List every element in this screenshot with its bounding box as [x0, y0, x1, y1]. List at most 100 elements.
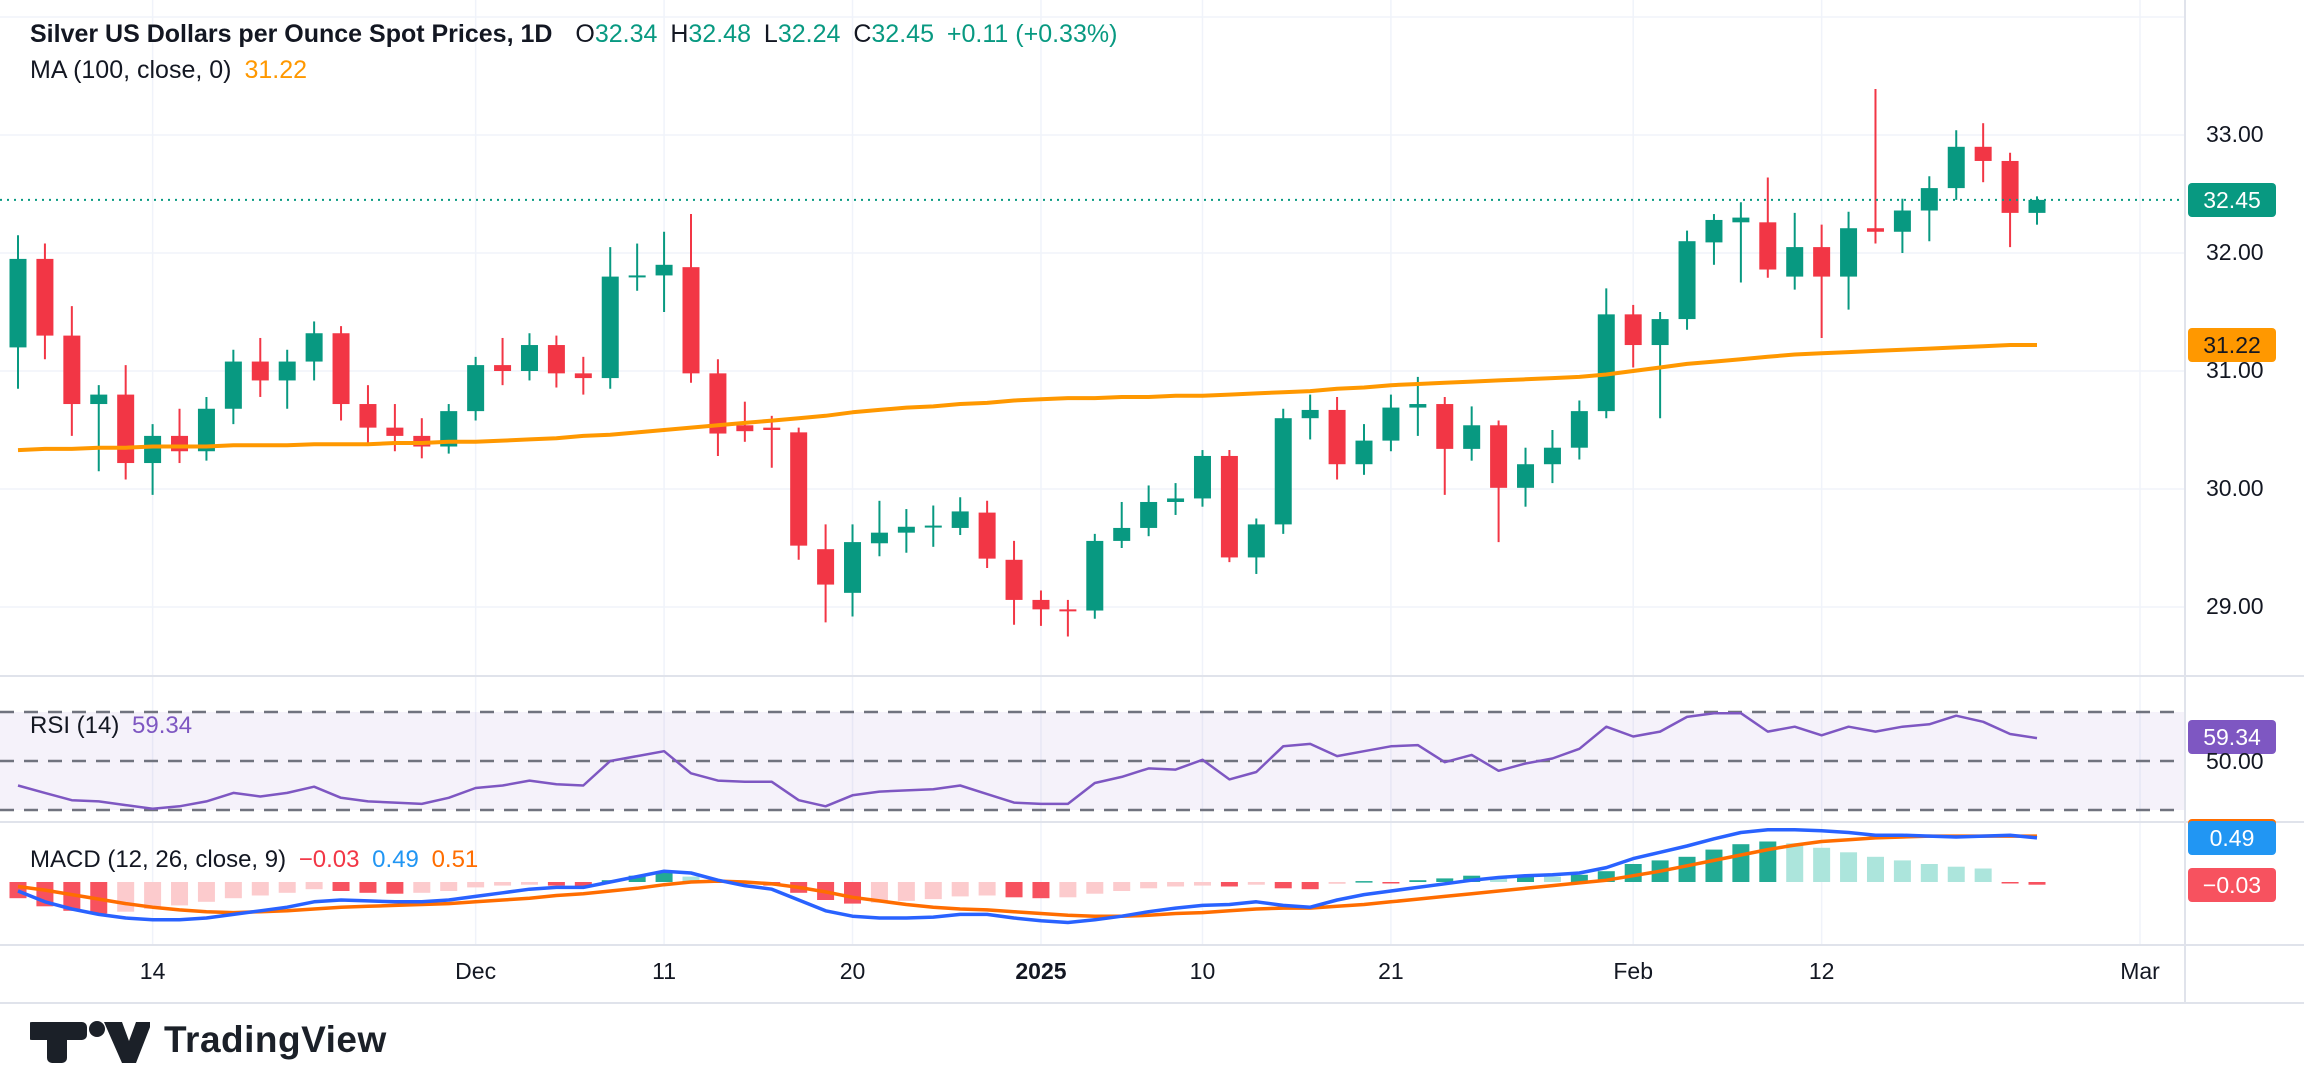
macd-hist-bar [1813, 847, 1831, 882]
candle-body [1193, 455, 1211, 499]
candle-body [1463, 425, 1481, 449]
macd-hist-bar [574, 882, 592, 887]
high-label: H [670, 20, 689, 48]
macd-hist-bar [520, 882, 538, 885]
candle-body [951, 511, 969, 528]
time-axis-label: Mar [2120, 958, 2160, 984]
candle-body [1893, 210, 1911, 232]
candle-body [1140, 501, 1158, 528]
last-price-badge: 32.45 [2188, 183, 2276, 217]
time-axis-label: 10 [1189, 958, 1216, 984]
candle-body [1220, 455, 1238, 558]
price-scale[interactable]: 33.00 32.00 31.00 30.00 29.00 [2185, 0, 2304, 1003]
macd-hist-bar [547, 882, 565, 886]
candle-body [63, 335, 81, 405]
macd-hist-bar [1974, 868, 1992, 882]
time-axis-label: 12 [1808, 958, 1835, 984]
macd-hist-bar [1678, 856, 1696, 882]
candle-body [1032, 599, 1050, 610]
candle-body [1301, 409, 1319, 419]
macd-hist-bar [224, 882, 242, 899]
macd-hist-bar [1866, 856, 1884, 882]
tradingview-logo[interactable]: TradingView [30, 1014, 387, 1066]
macd-hist-bar [870, 882, 888, 903]
macd-hist-bar [1355, 881, 1373, 883]
candle-body [359, 404, 377, 428]
candle-body [171, 435, 189, 452]
candle-body [9, 258, 27, 348]
candle-body [1355, 440, 1373, 465]
low-value: 32.24 [777, 20, 841, 48]
macd-hist-bar [171, 882, 189, 906]
rsi-level-label: 50.00 [2206, 748, 2264, 774]
candle-body [736, 425, 754, 432]
ma-legend: MA (100, close, 0) 31.22 [30, 56, 313, 85]
candle-body [1167, 498, 1185, 502]
open-value: 32.34 [594, 20, 658, 48]
candle-body [90, 394, 108, 405]
candle-body [1624, 314, 1642, 346]
macd-hist-bar [1301, 882, 1319, 890]
candle-body [978, 512, 996, 559]
macd-hist-bar [305, 882, 323, 890]
macd-legend: MACD (12, 26, close, 9) −0.03 0.49 0.51 [30, 846, 484, 874]
candle-body [1570, 411, 1588, 448]
macd-hist-bar [1947, 866, 1965, 882]
macd-hist-bar [1705, 849, 1723, 882]
time-axis-label: 20 [839, 958, 866, 984]
candle-body [817, 549, 835, 585]
macd-hist-bar [467, 882, 485, 888]
macd-hist-bar [251, 882, 269, 896]
candle-body [1840, 228, 1858, 277]
macd-hist-bar [655, 873, 673, 882]
price-axis-label: 30.00 [2206, 475, 2264, 501]
candle-body [278, 361, 296, 381]
candle-body [440, 411, 458, 447]
candle-body [2001, 160, 2019, 213]
macd-signal-line [17, 834, 2037, 918]
macd-hist-bar [144, 882, 162, 909]
macd-hist-bar [1005, 882, 1023, 898]
candle-body [197, 408, 215, 452]
price-axis-label: 29.00 [2206, 593, 2264, 619]
macd-line [17, 828, 2038, 925]
ma-price-badge: 31.22 [2188, 328, 2276, 362]
macd-hist-bar [117, 882, 135, 912]
candle-body [1517, 464, 1535, 488]
candle-body [332, 333, 350, 405]
macd-hist-bar [1059, 882, 1077, 898]
macd-hist-bar [278, 882, 296, 893]
time-scale[interactable]: 14 Dec 11 20 2025 10 21 Feb 12 Mar [0, 945, 2185, 1003]
candle-body [1490, 425, 1508, 488]
macd-hist-bar [1409, 880, 1427, 882]
candle-body [251, 361, 269, 381]
macd-hist-bar [1732, 844, 1750, 882]
macd-hist-bar [197, 882, 215, 902]
macd-hist-bar [332, 882, 350, 891]
candle-body [1328, 409, 1346, 465]
macd-hist-bar [1840, 852, 1858, 882]
time-axis-label: 11 [652, 958, 677, 984]
candle-body [386, 427, 404, 436]
macd-label: MACD (12, 26, close, 9) [30, 846, 287, 873]
macd-signal-value: 0.51 [431, 846, 479, 873]
macd-hist-price-badge: −0.03 [2188, 868, 2276, 902]
candle-body [1974, 146, 1992, 161]
candle-body [117, 394, 135, 464]
candle-body [1705, 219, 1723, 243]
candle-body [709, 373, 727, 434]
macd-hist-bar [1570, 874, 1588, 882]
candle-body [574, 373, 592, 379]
macd-hist-bar [1786, 843, 1804, 882]
macd-line-value: 0.49 [372, 846, 419, 873]
time-axis-label: 2025 [1015, 958, 1067, 984]
candle-body [1247, 524, 1265, 558]
macd-hist-bar [413, 882, 431, 893]
macd-hist-bar [9, 882, 27, 899]
time-axis-label: 14 [139, 958, 166, 984]
macd-price-badge: 0.49 [2188, 821, 2276, 855]
candle-body [763, 427, 781, 430]
candle-body [628, 275, 646, 278]
